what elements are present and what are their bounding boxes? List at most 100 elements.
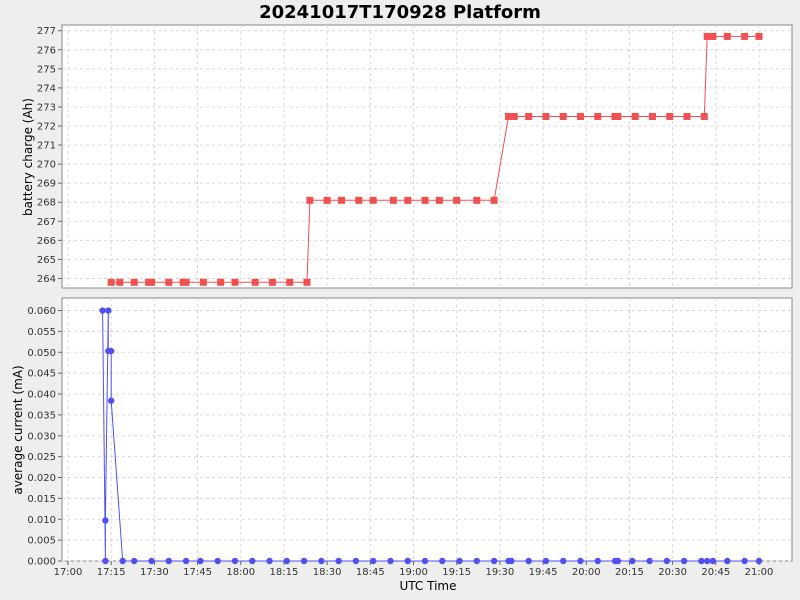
average-current-data-point (709, 557, 717, 565)
battery-charge-data-point (666, 112, 674, 120)
average-current-data-point (741, 557, 748, 565)
battery-charge-y-tick-label: 274 (37, 83, 56, 94)
average-current-data-point (724, 557, 731, 565)
average-current-data-point (456, 557, 463, 565)
battery-charge-data-point (723, 32, 731, 40)
average-current-y-tick-label: 0.005 (27, 536, 56, 547)
battery-charge-data-point (286, 278, 294, 286)
x-tick-label: 19:45 (529, 567, 558, 578)
battery-charge-y-tick-label: 264 (37, 274, 56, 285)
average-current-y-tick-label: 0.015 (27, 494, 56, 505)
battery-charge-data-point (631, 112, 639, 120)
battery-charge-data-point (369, 196, 377, 204)
battery-charge-data-point (355, 196, 363, 204)
battery-charge-data-point (648, 112, 656, 120)
battery-charge-data-point (306, 196, 314, 204)
average-current-data-point (249, 557, 256, 565)
battery-charge-data-point (505, 112, 513, 120)
average-current-data-point (102, 517, 109, 524)
battery-charge-y-tick-label: 270 (37, 160, 56, 171)
average-current-plot-area (61, 297, 793, 562)
average-current-data-point (629, 557, 636, 565)
battery-charge-data-point (614, 112, 622, 120)
battery-charge-data-point (147, 278, 155, 286)
battery-charge-data-point (130, 278, 138, 286)
average-current-data-point (560, 557, 567, 565)
battery-charge-data-point (389, 196, 397, 204)
average-current-y-tick-label: 0.055 (27, 327, 56, 338)
average-current-y-tick-label: 0.030 (27, 431, 56, 442)
average-current-data-point (404, 557, 411, 565)
battery-charge-y-tick-label: 275 (37, 64, 56, 75)
average-current-data-point (266, 557, 273, 565)
battery-charge-series-line (111, 35, 759, 283)
average-current-y-tick-label: 0.040 (27, 390, 56, 401)
average-current-data-point (594, 557, 601, 565)
battery-charge-data-point (231, 278, 239, 286)
average-current-data-point (148, 557, 155, 565)
average-current-data-point (525, 557, 532, 565)
battery-charge-data-point (435, 196, 443, 204)
battery-charge-y-tick-label: 273 (37, 102, 56, 113)
average-current-data-point (352, 557, 360, 565)
average-current-y-tick-label: 0.000 (27, 557, 56, 568)
average-current-data-point (283, 557, 291, 565)
average-current-data-point (698, 557, 705, 565)
x-tick-label: 19:00 (399, 567, 428, 578)
average-current-data-point (131, 557, 138, 565)
average-current-data-point (703, 557, 711, 565)
average-current-data-point (369, 557, 377, 565)
battery-charge-data-point (217, 278, 225, 286)
battery-charge-data-point (703, 32, 711, 40)
average-current-y-tick-label: 0.060 (27, 306, 56, 317)
average-current-data-point (231, 557, 239, 565)
average-current-data-point (105, 307, 112, 314)
average-current-data-point (107, 347, 115, 355)
battery-charge-data-point (755, 32, 763, 40)
average-current-series (99, 307, 763, 565)
average-current-plot: 0.000 0.005 0.010 0.015 0.020 0.025 0.030 0.035… (11, 297, 793, 593)
x-tick-label: 18:15 (270, 567, 299, 578)
average-current-data-point (755, 557, 763, 565)
average-current-data-point (663, 557, 671, 565)
average-current-data-point (107, 397, 115, 404)
battery-charge-y-tick-label: 271 (37, 141, 56, 152)
average-current-data-point (318, 557, 325, 565)
average-current-data-point (102, 557, 109, 565)
battery-charge-data-point (107, 278, 115, 286)
battery-charge-data-point (683, 112, 691, 120)
average-current-data-point (421, 557, 429, 565)
average-current-data-point (473, 557, 481, 565)
battery-charge-data-point (510, 112, 518, 120)
average-current-data-point (508, 557, 515, 565)
battery-charge-y-label: battery charge (Ah) (21, 98, 35, 216)
battery-charge-data-point (182, 278, 190, 286)
average-current-y-tick-label: 0.035 (27, 410, 56, 421)
average-current-y-tick-label: 0.050 (27, 348, 56, 359)
average-current-data-point (490, 557, 498, 565)
average-current-data-point (119, 557, 126, 565)
x-tick-label: 18:00 (226, 567, 255, 578)
battery-charge-data-point (576, 112, 584, 120)
battery-charge-data-point (594, 112, 602, 120)
battery-charge-data-point (338, 196, 346, 204)
x-tick-label: 21:00 (745, 567, 774, 578)
battery-charge-plot-area (61, 24, 793, 289)
average-current-data-point (99, 307, 106, 314)
x-tick-label: 17:45 (183, 567, 212, 578)
x-tick-label: 17:00 (54, 567, 83, 578)
x-tick-label: 19:15 (442, 567, 471, 578)
average-current-y-label: average current (mA) (11, 365, 25, 494)
battery-charge-y-tick-label: 269 (37, 179, 56, 190)
x-tick-label: 20:30 (658, 567, 687, 578)
average-current-grid (62, 298, 792, 562)
battery-charge-y-ticks: 264 265 266 267 268 269 270 271 272 273 274 275 276 2… (37, 26, 62, 285)
battery-charge-data-point (559, 112, 567, 120)
battery-charge-y-tick-label: 277 (37, 26, 56, 37)
x-tick-label: 17:15 (97, 567, 126, 578)
x-tick-label: 17:30 (140, 567, 169, 578)
x-tick-label: 20:00 (572, 567, 601, 578)
average-current-data-point (300, 557, 308, 565)
average-current-y-tick-label: 0.010 (27, 515, 56, 526)
x-tick-label: 18:30 (313, 567, 342, 578)
